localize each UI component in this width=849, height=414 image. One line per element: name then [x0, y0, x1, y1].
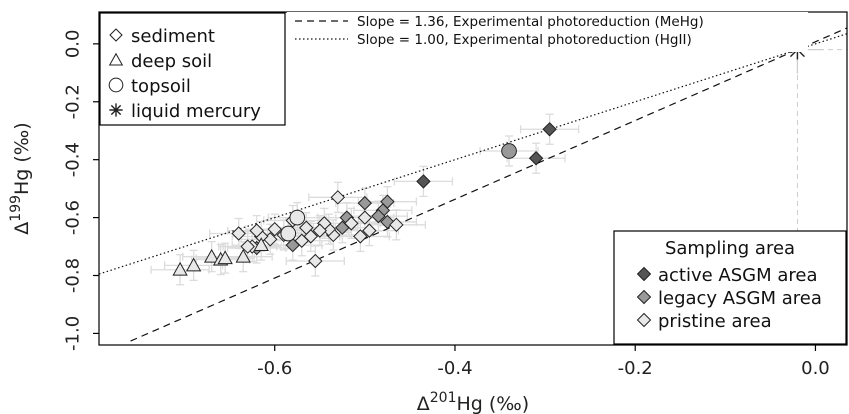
- triangle-point-pristine: [185, 257, 202, 272]
- y-title-prefix: Δ: [11, 222, 33, 235]
- diamond-point-pristine: [362, 223, 377, 238]
- y-tick-label: -0.6: [63, 200, 84, 235]
- line-legend-label-1: Slope = 1.36, Experimental photoreductio…: [357, 14, 704, 30]
- circle-point-legacy: [501, 143, 517, 159]
- legend-triangle-marker: [108, 52, 124, 66]
- diamond-point-legacy: [357, 195, 373, 211]
- y-title-main: Hg (‰): [11, 122, 33, 195]
- area-legend-title: Sampling area: [665, 238, 795, 259]
- y-tick-label: -1.0: [63, 316, 84, 351]
- triangle-point-pristine: [203, 248, 220, 263]
- x-axis-title: Δ201Hg (‰): [417, 390, 529, 414]
- legend-circle-marker: [108, 77, 124, 93]
- y-tick-label: -0.4: [62, 142, 83, 177]
- axes: -0.6 -0.4 -0.2 0.00.0-0.2-0.4-0.6-0.8-1.0Δ2…: [8, 30, 830, 414]
- y-title-sup: 199: [8, 195, 24, 222]
- area-legend-marker-1: [636, 266, 652, 282]
- diamond-point-pristine: [308, 253, 323, 269]
- line-legend: Slope = 1.36, Experimental photoreductio…: [287, 12, 808, 52]
- diamond-point-active: [528, 151, 544, 166]
- x-tick-label: -0.2: [618, 358, 653, 379]
- x-title-sup: 201: [430, 390, 457, 406]
- slope-line-1: [130, 27, 847, 342]
- x-tick-label: -0.4: [437, 358, 472, 379]
- x-title-prefix: Δ: [417, 393, 430, 414]
- x-title-main: Hg (‰): [457, 393, 530, 414]
- area-legend-marker-3: [636, 312, 652, 328]
- shape-legend-box: [99, 12, 286, 126]
- area-legend-label-1: active ASGM area: [658, 265, 818, 286]
- diamond-point-pristine: [353, 229, 368, 244]
- area-legend-marker-2: [636, 289, 652, 305]
- triangle-point-pristine: [235, 248, 251, 263]
- legend-triangle-label: deep soil: [131, 51, 212, 72]
- y-axis-title: Δ199Hg (‰): [8, 122, 33, 234]
- diamond-point-active: [542, 122, 557, 137]
- shape-legend: sediment deep soil topsoil liquid mercury: [99, 12, 286, 126]
- area-legend-label-3: pristine area: [658, 311, 772, 332]
- triangle-point-pristine: [253, 237, 269, 252]
- legend-diamond-marker: [109, 28, 123, 42]
- area-legend-label-2: legacy ASGM area: [658, 288, 822, 309]
- slope-line-2: [99, 33, 847, 275]
- diamond-point-pristine: [294, 233, 309, 248]
- area-legend-box: [613, 230, 847, 345]
- line-legend-label-2: Slope = 1.00, Experimental photoreductio…: [357, 32, 692, 48]
- x-tick-label: 0.0: [801, 358, 830, 379]
- diamond-point-pristine: [267, 221, 282, 237]
- diamond-point-pristine: [389, 217, 404, 233]
- legend-asterisk-marker: [109, 103, 123, 117]
- diamond-point-active: [416, 174, 431, 189]
- reference-lines: [99, 27, 847, 342]
- y-tick-label: -0.2: [63, 84, 84, 119]
- circle-point-pristine: [280, 225, 297, 242]
- x-tick-label: -0.6: [257, 358, 292, 379]
- triangle-point-pristine: [172, 261, 188, 276]
- diamond-point-pristine: [240, 239, 255, 254]
- legend-circle-label: topsoil: [131, 76, 191, 97]
- y-tick-label: -0.8: [63, 258, 84, 293]
- diamond-point-pristine: [330, 190, 346, 205]
- line-legend-bg: [287, 12, 808, 52]
- data-points: [172, 39, 808, 276]
- legend-asterisk-label: liquid mercury: [131, 101, 261, 122]
- diamond-point-pristine: [312, 223, 328, 238]
- circle-point-pristine: [289, 209, 306, 226]
- triangle-point-pristine: [217, 250, 233, 265]
- diamond-point-pristine: [231, 226, 246, 241]
- diamond-point-pristine: [357, 210, 373, 225]
- legend-diamond-label: sediment: [131, 26, 215, 47]
- diamond-point-pristine: [299, 220, 314, 235]
- y-tick-label: 0.0: [63, 30, 84, 59]
- diamond-point-legacy: [371, 208, 386, 224]
- diamond-point-pristine: [344, 216, 359, 231]
- diamond-point-pristine: [249, 223, 264, 238]
